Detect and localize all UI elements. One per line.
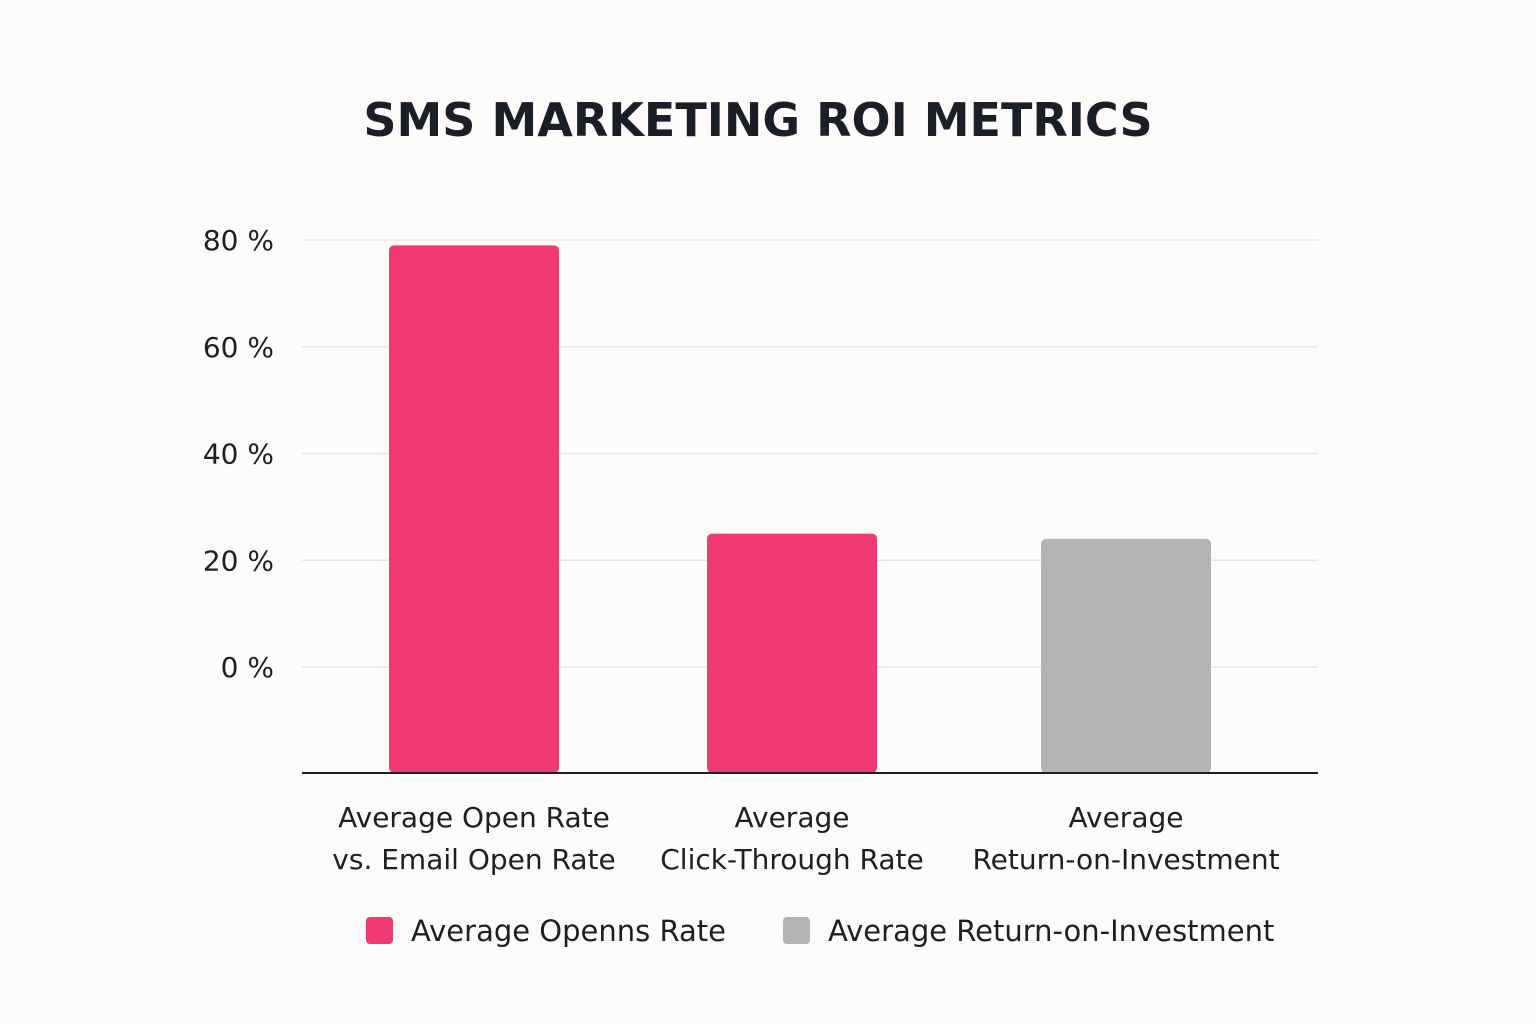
y-tick-label: 80 % xyxy=(203,224,274,257)
legend-swatch xyxy=(783,917,810,944)
category-label: vs. Email Open Rate xyxy=(332,843,615,876)
x-axis-categories: Average Open Rate vs. Email Open Rate Aver… xyxy=(332,801,1279,876)
y-tick-label: 20 % xyxy=(203,544,274,577)
bar xyxy=(707,533,877,773)
bar xyxy=(1041,538,1211,773)
legend-label: Average Openns Rate xyxy=(411,914,726,948)
bars xyxy=(389,245,1211,773)
y-axis-ticks: 80 % 60 % 40 % 20 % 0 % xyxy=(203,224,274,684)
bar xyxy=(389,245,559,773)
y-tick-label: 0 % xyxy=(221,651,274,684)
category-label: Average xyxy=(735,801,850,834)
legend-label: Average Return-on-Investment xyxy=(828,914,1274,948)
legend-swatch xyxy=(366,917,393,944)
y-tick-label: 40 % xyxy=(203,438,274,471)
chart-title: SMS MARKETING ROI METRICS xyxy=(363,93,1152,147)
category-label: Click-Through Rate xyxy=(660,843,924,876)
legend: Average Openns Rate Average Return-on-Inv… xyxy=(366,914,1274,948)
category-label: Return-on-Investment xyxy=(972,843,1279,876)
category-label: Average Open Rate xyxy=(338,801,610,834)
y-tick-label: 60 % xyxy=(203,331,274,364)
category-label: Average xyxy=(1069,801,1184,834)
